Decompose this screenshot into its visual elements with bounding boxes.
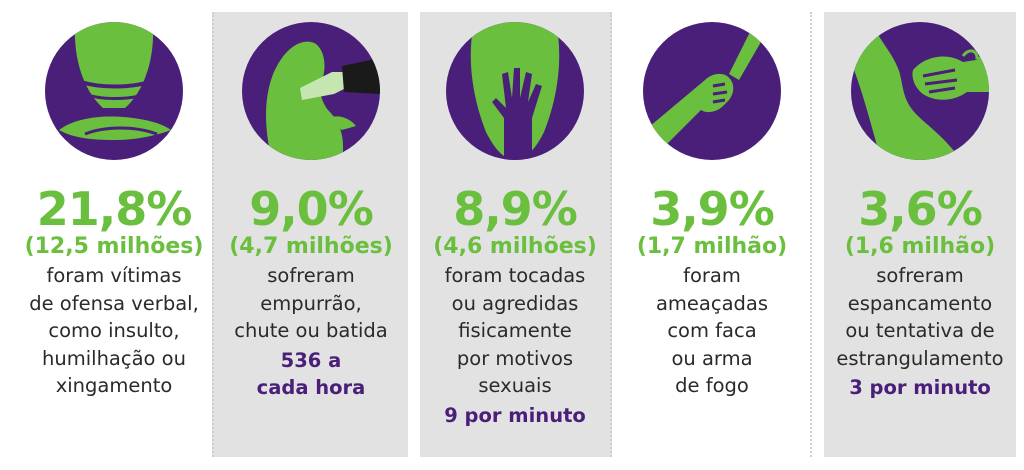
description: sofreram empurrão, chute ou batida: [234, 264, 388, 342]
rate-text: 9 por minuto: [444, 403, 586, 427]
millions-value: (1,6 milhão): [844, 234, 996, 259]
percent-value: 9,0%: [249, 182, 374, 236]
description: foram ameaçadas com faca ou arma de fogo: [655, 264, 769, 397]
stat-column-sexual-assault: 8,9% (4,6 milhões) foram tocadas ou agre…: [420, 12, 612, 457]
percent-value: 8,9%: [453, 182, 578, 236]
rate-text: 536 a cada hora: [256, 348, 366, 399]
percent-value: 21,8%: [36, 182, 193, 236]
pushed-face-icon: [242, 22, 380, 160]
millions-value: (4,6 milhões): [433, 234, 597, 259]
millions-value: (4,7 milhões): [229, 234, 393, 259]
stat-column-beating-strangling: 3,6% (1,6 milhão) sofreram espancamento …: [824, 12, 1016, 457]
stat-column-armed-threat: 3,9% (1,7 milhão) foram ameaçadas com fa…: [614, 12, 812, 457]
strangling-hand-icon: [851, 22, 989, 160]
description: sofreram espancamento ou tentativa de es…: [836, 264, 1004, 370]
millions-value: (12,5 milhões): [24, 234, 204, 259]
raised-hand-icon: [446, 22, 584, 160]
stat-column-push-kick: 9,0% (4,7 milhões) sofreram empurrão, ch…: [212, 12, 408, 457]
millions-value: (1,7 milhão): [636, 234, 788, 259]
description: foram vítimas de ofensa verbal, como ins…: [29, 264, 199, 397]
rate-text: 3 por minuto: [849, 376, 991, 399]
knife-hand-icon: [643, 22, 781, 160]
covered-mouth-icon: [45, 22, 183, 160]
percent-value: 3,6%: [858, 182, 983, 236]
stat-column-verbal-offense: 21,8% (12,5 milhões) foram vítimas de of…: [18, 12, 210, 457]
description: foram tocadas ou agredidas fisicamente p…: [444, 264, 586, 397]
percent-value: 3,9%: [650, 182, 775, 236]
